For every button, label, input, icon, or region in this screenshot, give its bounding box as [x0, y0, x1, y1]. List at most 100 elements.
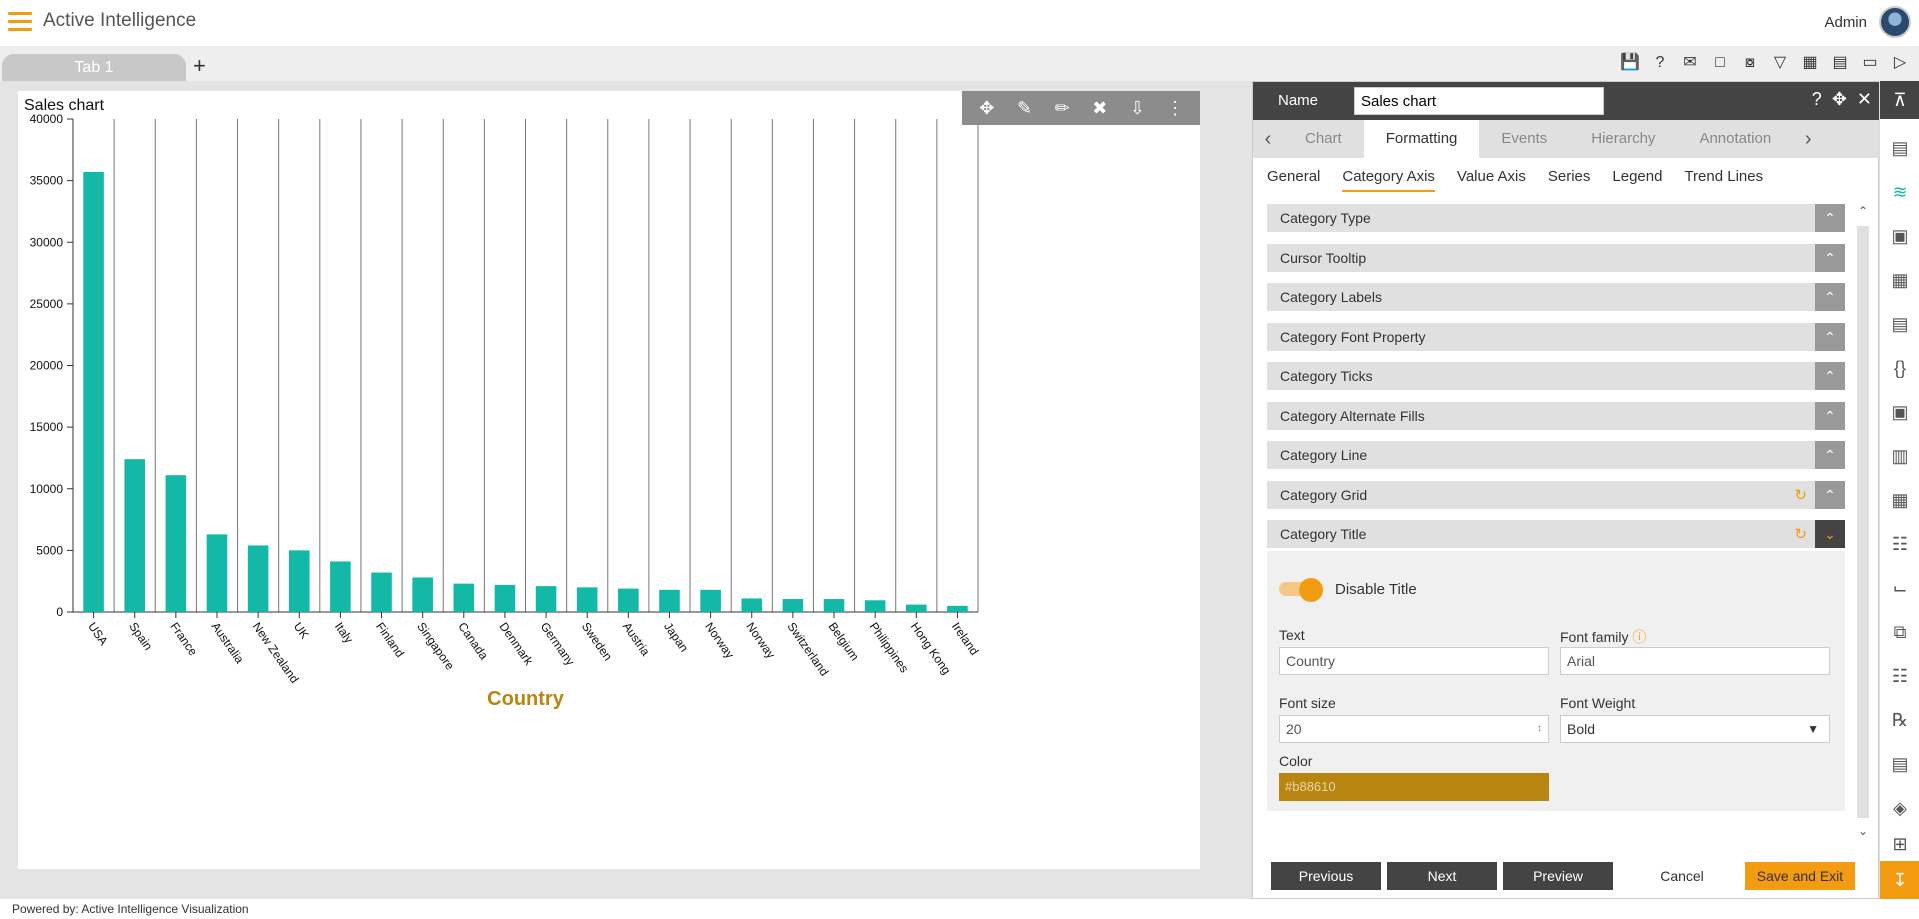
user-name[interactable]: Admin	[1824, 14, 1867, 31]
scroll-up-icon[interactable]: ⌃	[1858, 204, 1869, 218]
subtab-trend-lines[interactable]: Trend Lines	[1684, 168, 1764, 185]
chevron-left-icon[interactable]: ‹	[1264, 128, 1272, 150]
panel-scrollbar[interactable]: ⌃ ⌄	[1853, 204, 1873, 844]
image-icon[interactable]: ▣	[1891, 402, 1909, 422]
layout-icon[interactable]: ▥	[1891, 446, 1909, 466]
filter-clear-icon[interactable]: ⧇	[1744, 54, 1756, 71]
chevron-up-icon[interactable]: ⌃	[1815, 362, 1845, 390]
chevron-down-icon[interactable]: ⌄	[1815, 520, 1845, 548]
accordion-category-alternate-fills[interactable]: Category Alternate Fills ⌃	[1267, 402, 1845, 430]
scroll-down-icon[interactable]: ⌄	[1858, 824, 1869, 838]
scroll-track[interactable]	[1857, 226, 1869, 818]
filter-icon[interactable]: ▽	[1773, 54, 1787, 71]
y-tick-label: 40000	[30, 112, 64, 126]
refresh-icon[interactable]: ↻	[1794, 487, 1807, 504]
devices-icon[interactable]: ▭	[1862, 54, 1878, 71]
subtab-legend[interactable]: Legend	[1612, 168, 1663, 185]
edit-line-icon[interactable]: ✎	[1016, 97, 1033, 118]
line-chart-icon[interactable]: ≋	[1892, 182, 1908, 202]
chevron-up-icon[interactable]: ⌃	[1815, 244, 1845, 272]
accordion-category-labels[interactable]: Category Labels ⌃	[1267, 283, 1845, 311]
tab-hierarchy[interactable]: Hierarchy	[1591, 130, 1656, 147]
next-button[interactable]: Next	[1387, 862, 1497, 890]
accordion-category-grid[interactable]: Category Grid ↻ ⌃	[1267, 481, 1845, 509]
save-icon[interactable]: 💾	[1620, 54, 1640, 71]
document-icon[interactable]: ▤	[1891, 314, 1909, 334]
edit-icon[interactable]: ✏	[1054, 97, 1070, 118]
save-and-exit-button[interactable]: Save and Exit	[1745, 862, 1855, 890]
chevron-up-icon[interactable]: ⌃	[1815, 441, 1845, 469]
layers-icon[interactable]: ◈	[1893, 798, 1907, 818]
tools-icon[interactable]: ✖	[1092, 97, 1108, 118]
collapse-top-icon[interactable]: ⊼	[1880, 81, 1919, 119]
subtab-category-axis[interactable]: Category Axis	[1342, 158, 1435, 192]
map-icon[interactable]: ▣	[1891, 226, 1909, 246]
accordion-category-title[interactable]: Category Title ↻ ⌄	[1267, 520, 1845, 548]
text-input[interactable]: Country	[1279, 647, 1549, 675]
formula-icon[interactable]: ℞	[1891, 710, 1909, 730]
hamburger-menu-icon[interactable]	[8, 12, 32, 32]
download-rail-icon[interactable]: ↧	[1880, 861, 1919, 899]
accordion-cursor-tooltip[interactable]: Cursor Tooltip ⌃	[1267, 244, 1845, 272]
close-icon[interactable]: ✕	[1856, 89, 1872, 109]
bar	[124, 459, 145, 612]
table-widget-icon[interactable]: ▤	[1891, 138, 1909, 158]
font-size-stepper[interactable]: 20 ↕	[1279, 715, 1549, 743]
help-icon[interactable]: ?	[1655, 54, 1665, 71]
subtab-general[interactable]: General	[1267, 168, 1321, 185]
embed-icon[interactable]: ▤	[1832, 54, 1848, 71]
network-icon[interactable]: ☷	[1891, 666, 1909, 686]
calculator-icon[interactable]: ▦	[1891, 490, 1909, 510]
chevron-right-icon[interactable]: ›	[1804, 128, 1812, 150]
chevron-up-icon[interactable]: ⌃	[1815, 402, 1845, 430]
chevron-up-icon[interactable]: ⌃	[1815, 204, 1845, 232]
stepper-arrows-icon[interactable]: ↕	[1537, 723, 1542, 734]
color-picker[interactable]: #b88610	[1279, 773, 1549, 801]
chart-widget[interactable]: 0 5000 10000 15000 20000 25000 30000 35000 40000…	[18, 91, 1200, 869]
comment-icon[interactable]: □	[1715, 54, 1725, 71]
chevron-up-icon[interactable]: ⌃	[1815, 283, 1845, 311]
accordion-category-font-property[interactable]: Category Font Property ⌃	[1267, 323, 1845, 351]
info-icon[interactable]: ⓘ	[1632, 629, 1647, 645]
tab-annotation[interactable]: Annotation	[1699, 130, 1772, 147]
accordion-category-line[interactable]: Category Line ⌃	[1267, 441, 1845, 469]
preview-button[interactable]: Preview	[1503, 862, 1613, 890]
refresh-icon[interactable]: ↻	[1794, 526, 1807, 543]
mail-icon[interactable]: ✉	[1683, 54, 1697, 71]
subtab-series[interactable]: Series	[1547, 168, 1591, 185]
avatar[interactable]	[1879, 6, 1911, 38]
tab-formatting[interactable]: Formatting	[1363, 120, 1480, 158]
tab-1[interactable]: Tab 1	[2, 54, 186, 81]
move-icon[interactable]: ✥	[979, 97, 995, 118]
color-label: Color	[1279, 753, 1313, 769]
play-icon[interactable]: ▷	[1893, 54, 1907, 71]
more-icon[interactable]: ⋮	[1166, 97, 1185, 118]
clipboard-icon[interactable]: ▤	[1891, 754, 1909, 774]
accordion-category-type[interactable]: Category Type ⌃	[1267, 204, 1845, 232]
chevron-up-icon[interactable]: ⌃	[1815, 323, 1845, 351]
cancel-button[interactable]: Cancel	[1627, 862, 1737, 890]
table-icon[interactable]: ▦	[1802, 54, 1818, 71]
chart-small-icon[interactable]: ⌙	[1892, 578, 1908, 598]
download-icon[interactable]: ⇩	[1129, 97, 1145, 118]
move-icon[interactable]: ✥	[1831, 89, 1847, 109]
chevron-up-icon[interactable]: ⌃	[1815, 481, 1845, 509]
font-weight-select[interactable]: Bold ▼	[1560, 715, 1830, 743]
doc-image-icon[interactable]: ▦	[1891, 270, 1909, 290]
font-family-input[interactable]: Arial	[1560, 647, 1830, 675]
x-tick-label: Singapore	[414, 620, 457, 673]
copy-icon[interactable]: ⧉	[1893, 622, 1907, 642]
braces-icon[interactable]: {}	[1893, 358, 1907, 378]
tree-icon[interactable]: ☷	[1891, 534, 1909, 554]
name-input[interactable]	[1354, 87, 1604, 115]
previous-button[interactable]: Previous	[1271, 862, 1381, 890]
subtab-value-axis[interactable]: Value Axis	[1456, 168, 1526, 185]
grid-plus-icon[interactable]: ⊞	[1892, 834, 1908, 854]
disable-title-toggle[interactable]	[1279, 578, 1323, 602]
help-icon[interactable]: ?	[1811, 89, 1822, 109]
accordion-category-ticks[interactable]: Category Ticks ⌃	[1267, 362, 1845, 390]
add-tab-button[interactable]: +	[193, 53, 206, 78]
tab-events[interactable]: Events	[1501, 130, 1548, 147]
tab-chart[interactable]: Chart	[1305, 130, 1342, 147]
bar	[659, 589, 680, 612]
